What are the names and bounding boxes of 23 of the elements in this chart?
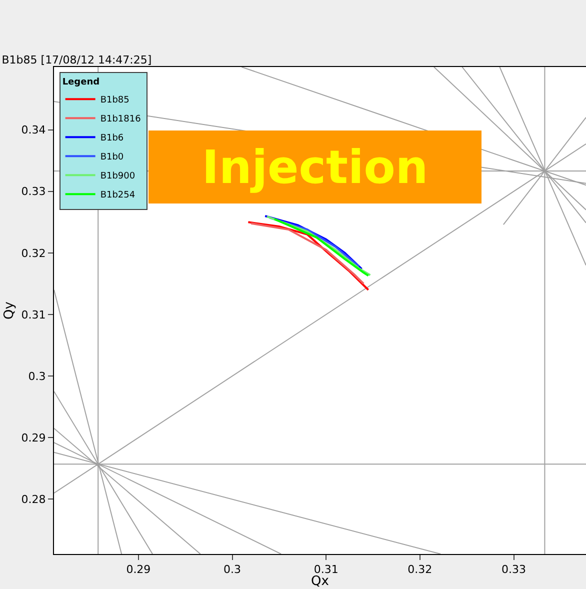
y-tick-label: 0.3 [28, 370, 46, 383]
legend-label: B1b0 [100, 152, 124, 163]
y-tick-label: 0.32 [21, 246, 46, 260]
x-tick-label: 0.33 [502, 563, 526, 576]
x-tick-label: 0.31 [314, 563, 338, 576]
y-tick-label: 0.33 [21, 185, 46, 198]
annotation: Injection [202, 140, 428, 194]
chart-title: B1b85 [17/08/12 14:47:25] [2, 54, 152, 67]
legend-label: B1b6 [100, 134, 124, 144]
y-tick-label: 0.34 [21, 124, 46, 137]
x-axis-title: Qx [311, 574, 330, 589]
legend-label: B1b254 [100, 190, 136, 201]
y-tick-label: 0.29 [21, 431, 46, 444]
legend-label: B1b85 [100, 96, 130, 106]
x-tick-label: 0.3 [224, 563, 242, 576]
legend-label: B1b1816 [100, 114, 142, 125]
x-tick-label: 0.32 [408, 563, 432, 576]
x-tick-label: 0.29 [126, 563, 151, 576]
legend-title: Legend [62, 78, 100, 88]
y-tick-label: 0.31 [21, 308, 46, 322]
legend-label: B1b900 [100, 172, 136, 182]
y-axis-title: Qy [2, 301, 18, 320]
y-tick-label: 0.28 [21, 493, 46, 506]
